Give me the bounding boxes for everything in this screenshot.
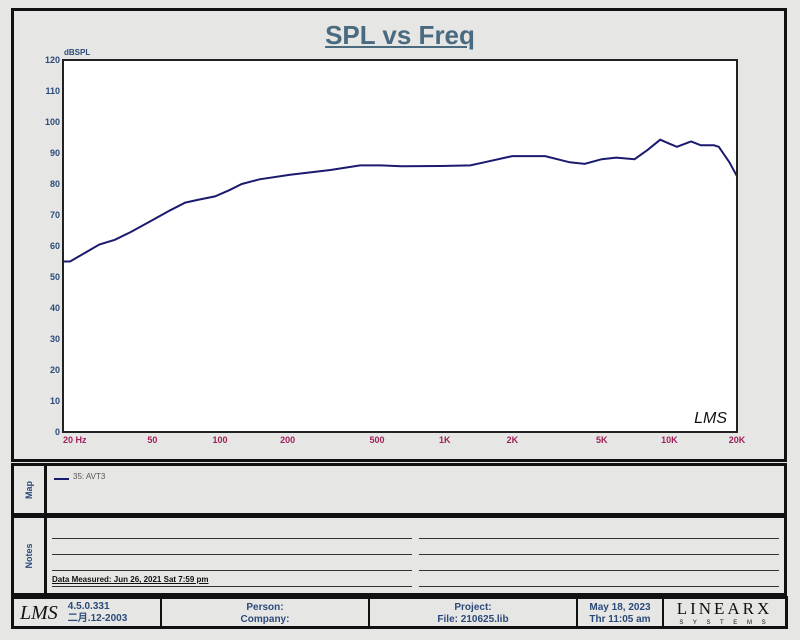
- x-tick-label: 1K: [439, 435, 451, 445]
- x-tick-label: 20 Hz: [63, 435, 87, 445]
- y-tick-label: 0: [55, 427, 60, 437]
- map-label: Map: [24, 480, 34, 499]
- x-tick-label: 500: [370, 435, 385, 445]
- y-tick-label: 20: [50, 365, 60, 375]
- y-tick-label: 110: [45, 86, 60, 96]
- plot-area: [63, 60, 737, 432]
- y-tick-label: 100: [45, 117, 60, 127]
- y-tick-label: 50: [50, 272, 60, 282]
- y-tick-label: 60: [50, 241, 60, 251]
- file-name: File: 210625.lib: [437, 614, 509, 625]
- x-tick-label: 50: [147, 435, 157, 445]
- x-tick-label: 10K: [661, 435, 678, 445]
- x-tick-label: 20K: [729, 435, 746, 445]
- footer: LMS 4.5.0.331 二月.12-2003 Person: Company: …: [11, 596, 788, 629]
- person: Person:: [246, 602, 284, 613]
- project: Project:: [454, 602, 492, 613]
- linearx-logo: LINEARX: [676, 599, 773, 618]
- build-date: 二月.12-2003: [67, 612, 128, 624]
- date: May 18, 2023: [589, 602, 651, 613]
- legend-swatch: [54, 478, 69, 480]
- chart-title: SPL vs Freq: [325, 20, 475, 50]
- y-tick-label: 90: [50, 148, 60, 158]
- linearx-sub: S Y S T E M S: [679, 620, 770, 626]
- y-axis-label: dBSPL: [64, 48, 90, 57]
- time: Thr 11:05 am: [589, 614, 651, 625]
- series-line-avt3: [63, 138, 738, 263]
- notes-label: Notes: [24, 542, 34, 569]
- version: 4.5.0.331: [67, 600, 110, 612]
- y-tick-label: 10: [50, 396, 60, 406]
- chart-frame: [11, 8, 787, 462]
- plot-border: [62, 59, 738, 433]
- y-tick-label: 70: [50, 210, 60, 220]
- lms-logo: LMS: [20, 601, 58, 624]
- y-tick-label: 40: [50, 303, 60, 313]
- x-tick-label: 100: [213, 435, 228, 445]
- spl-chart: dBSPL LMS 0 10 20 30 40 50 60 70 80 90 100 110 120 20…: [45, 48, 746, 445]
- map-section: Map 35: AVT3: [11, 463, 787, 516]
- y-tick-label: 80: [50, 179, 60, 189]
- x-tick-label: 2K: [507, 435, 519, 445]
- x-tick-label: 5K: [596, 435, 608, 445]
- y-tick-label: 30: [50, 334, 60, 344]
- company: Company:: [240, 614, 290, 625]
- notes-section: Notes Data Measured: Jun 26, 2021 Sat 7:…: [11, 515, 787, 596]
- legend-entry: 35: AVT3: [73, 472, 106, 481]
- data-measured: Data Measured: Jun 26, 2021 Sat 7:59 pm: [52, 575, 209, 584]
- y-tick-label: 120: [45, 55, 60, 65]
- lms-watermark: LMS: [694, 410, 727, 427]
- x-tick-label: 200: [280, 435, 295, 445]
